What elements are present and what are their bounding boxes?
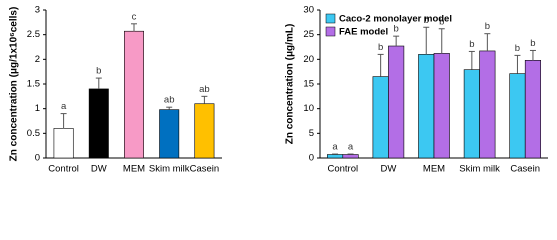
bar — [524, 60, 542, 159]
y-tick-label: 2 — [35, 54, 40, 65]
significance-label: a — [61, 101, 67, 112]
y-tick-label: 0 — [309, 153, 314, 164]
y-tick-label: 15 — [303, 79, 314, 90]
legend-swatch — [325, 13, 336, 24]
significance-label: b — [515, 43, 520, 54]
legend-label: Caco-2 monolayer model — [339, 14, 452, 25]
legend-label: FAE model — [339, 27, 388, 38]
y-axis-label: Zn concentration (μg/1x10⁶cells) — [9, 7, 20, 162]
y-tick-label: 1.5 — [27, 79, 40, 90]
significance-label: b — [469, 39, 474, 50]
x-tick-label: Skim milk — [149, 164, 190, 175]
x-tick-label: MEM — [423, 164, 445, 175]
y-tick-label: 25 — [303, 29, 314, 40]
legend-swatch — [325, 26, 336, 37]
y-tick-label: 10 — [303, 103, 314, 114]
bar — [433, 53, 450, 159]
bar — [342, 154, 359, 159]
y-tick-label: 3 — [35, 5, 40, 16]
y-tick-label: 30 — [303, 5, 314, 16]
significance-label: b — [530, 38, 535, 49]
bar — [479, 50, 496, 159]
y-tick-label: 0 — [35, 153, 40, 164]
y-tick-label: 20 — [303, 54, 314, 65]
bar — [53, 128, 74, 159]
significance-label: ab — [199, 84, 210, 95]
y-axis-label: Zn concentration (μg/mL) — [285, 24, 296, 145]
bar — [194, 103, 215, 159]
y-tick-label: 2.5 — [27, 29, 40, 40]
x-tick-label: MEM — [123, 164, 145, 175]
x-tick-label: Control — [48, 164, 79, 175]
bar — [124, 30, 144, 159]
significance-label: b — [394, 24, 399, 35]
significance-label: b — [96, 66, 101, 77]
x-tick-label: Casein — [510, 164, 540, 175]
significance-label: ab — [164, 95, 175, 106]
significance-label: a — [348, 142, 354, 153]
y-tick-label: 0.5 — [27, 128, 40, 139]
figure: Zn concentration (μg/1x10⁶cells) 0 0.5 1 1.5… — [9, 5, 548, 175]
x-tick-label: DW — [91, 164, 107, 175]
significance-label: b — [485, 21, 490, 32]
bar — [388, 45, 405, 159]
significance-label: a — [332, 142, 338, 153]
bar — [326, 154, 344, 159]
bar — [509, 73, 526, 159]
significance-label: c — [132, 11, 137, 22]
bar — [88, 88, 109, 159]
y-tick-label: 5 — [309, 128, 314, 139]
bar — [463, 69, 480, 159]
x-tick-label: DW — [380, 164, 396, 175]
bar — [418, 54, 435, 159]
x-tick-label: Skim milk — [459, 164, 500, 175]
y-tick-label: 1 — [35, 103, 40, 114]
significance-label: b — [378, 42, 383, 53]
x-tick-label: Control — [327, 164, 358, 175]
significance-label: b — [424, 15, 429, 26]
page: {"chart_data": [ {"type": "bar", "y_labe… — [8, 4, 548, 175]
significance-label: b — [439, 16, 444, 27]
bar — [372, 76, 389, 159]
x-tick-label: Casein — [190, 164, 220, 175]
bar — [159, 109, 180, 159]
